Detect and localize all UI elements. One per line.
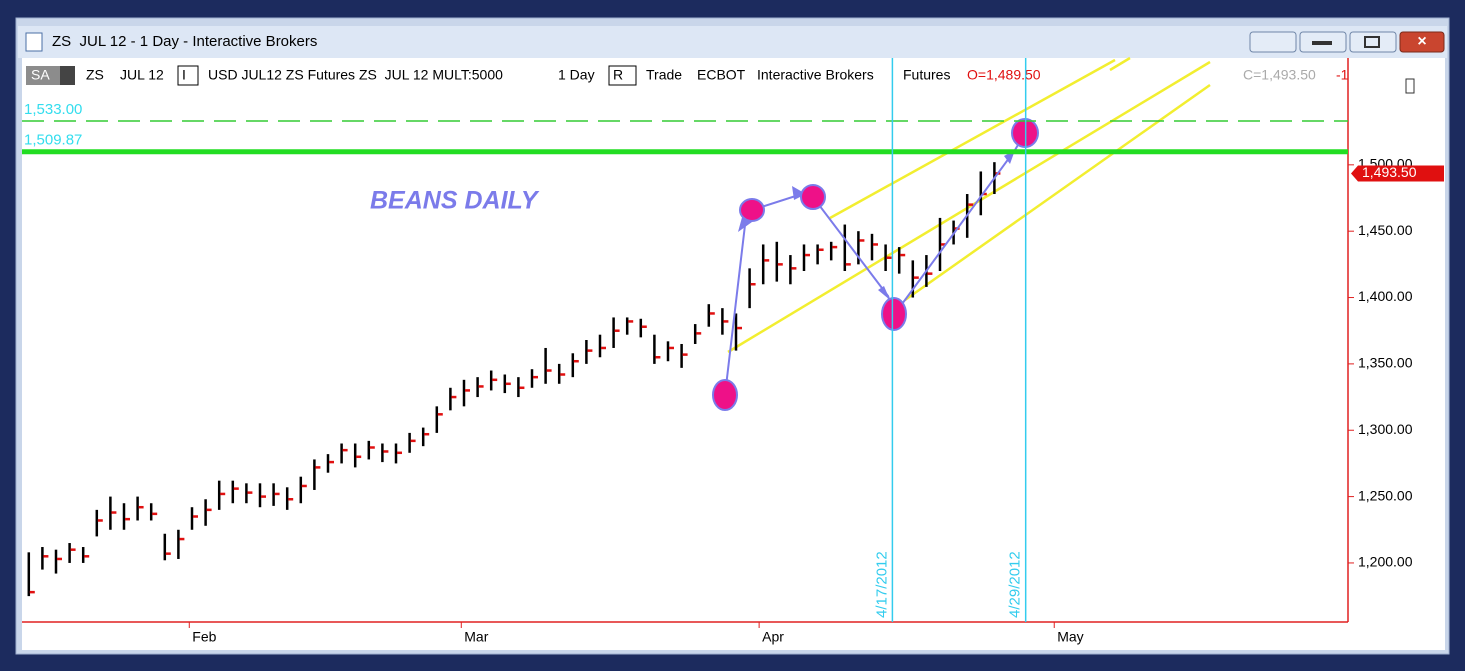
toolbar-label: 1 Day bbox=[558, 67, 595, 83]
channel-line bbox=[1109, 56, 1131, 72]
pivot-marker bbox=[881, 297, 907, 331]
bar-type-button[interactable] bbox=[177, 65, 199, 86]
last-price-marker bbox=[1351, 165, 1444, 182]
close-price: C=1,493.50 bbox=[1243, 67, 1316, 83]
vertical-line-label: 4/29/2012 bbox=[1007, 551, 1024, 618]
close-icon: × bbox=[1417, 33, 1426, 50]
toolbar-label: SA bbox=[31, 67, 50, 83]
toolbar-label: Interactive Brokers bbox=[757, 67, 874, 83]
maximize-icon bbox=[1364, 36, 1380, 48]
y-tick-label: 1,300.00 bbox=[1358, 421, 1413, 437]
y-tick-label: 1,350.00 bbox=[1358, 355, 1413, 371]
maximize-button[interactable] bbox=[1349, 31, 1397, 53]
data-type-button[interactable] bbox=[608, 65, 637, 86]
x-tick-label: May bbox=[1057, 629, 1083, 645]
annotation-text: BEANS DAILY bbox=[370, 187, 540, 215]
x-tick-label: Feb bbox=[192, 629, 216, 645]
x-tick-label: Apr bbox=[762, 629, 784, 645]
y-tick-label: 1,400.00 bbox=[1358, 288, 1413, 304]
minimize-icon bbox=[1312, 41, 1332, 45]
change-value: -1 bbox=[1336, 67, 1349, 83]
y-tick-label: 1,250.00 bbox=[1358, 487, 1413, 503]
window-title: ZS JUL 12 - 1 Day - Interactive Brokers bbox=[52, 33, 317, 50]
channel-line bbox=[727, 60, 1211, 354]
open-price: O=1,489.50 bbox=[967, 67, 1041, 83]
title-bar bbox=[18, 26, 1447, 58]
y-tick-label: 1,450.00 bbox=[1358, 222, 1413, 238]
last-price-label: 1,493.50 bbox=[1362, 164, 1417, 180]
arrow-head bbox=[792, 186, 806, 200]
toolbar-label: USD JUL12 ZS Futures ZS JUL 12 MULT:5000 bbox=[208, 67, 503, 83]
pivot-marker bbox=[712, 379, 738, 411]
y-tick-label: 1,200.00 bbox=[1358, 554, 1413, 570]
panel-icon[interactable] bbox=[1405, 78, 1415, 94]
sa-dropdown[interactable] bbox=[60, 66, 75, 85]
arrow-head bbox=[878, 286, 890, 300]
pivot-marker bbox=[800, 184, 826, 210]
horizontal-line-label: 1,509.87 bbox=[24, 132, 82, 149]
toolbar-label: R bbox=[613, 67, 623, 83]
channel-line bbox=[829, 58, 1116, 220]
toolbar-label: ECBOT bbox=[697, 67, 746, 83]
horizontal-line-label: 1,533.00 bbox=[24, 101, 82, 118]
time-axis-panel bbox=[22, 622, 1348, 650]
price-bars bbox=[27, 162, 1001, 597]
toolbar-label: Futures bbox=[903, 67, 950, 83]
plot-area bbox=[22, 58, 1348, 622]
toolbar-label: I bbox=[182, 67, 186, 83]
detach-button[interactable] bbox=[1249, 31, 1297, 53]
close-button[interactable] bbox=[1399, 31, 1445, 53]
toolbar-label: Trade bbox=[646, 67, 682, 83]
pivot-marker bbox=[739, 198, 765, 222]
arrow-head bbox=[738, 210, 752, 232]
x-tick-label: Mar bbox=[464, 629, 488, 645]
toolbar-label: ZS bbox=[86, 67, 104, 83]
price-axis-panel bbox=[1348, 58, 1445, 650]
app-icon bbox=[25, 32, 43, 52]
toolbar-label: JUL 12 bbox=[120, 67, 164, 83]
sa-button[interactable] bbox=[26, 66, 60, 85]
vertical-line-label: 4/17/2012 bbox=[873, 551, 890, 618]
